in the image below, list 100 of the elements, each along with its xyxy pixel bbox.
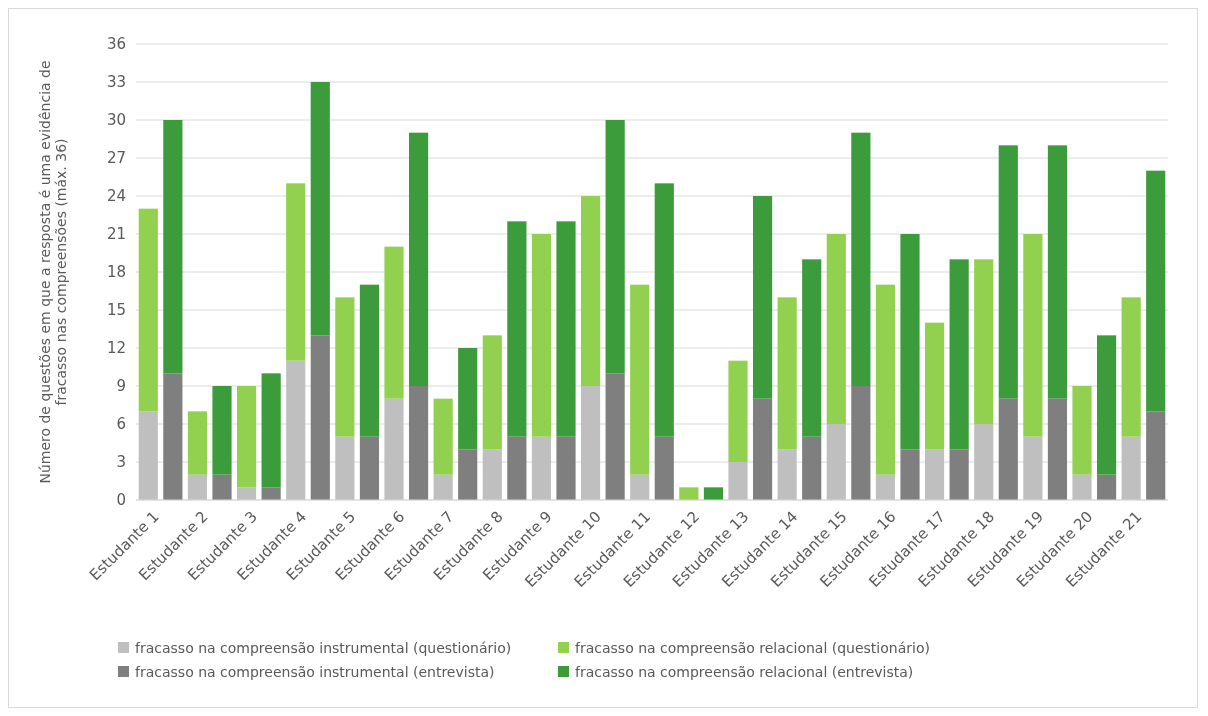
bar — [261, 373, 281, 488]
bar — [531, 234, 552, 437]
y-tick-label: 33 — [106, 73, 126, 92]
bar — [826, 234, 846, 424]
y-tick-label: 18 — [106, 263, 126, 282]
bar — [900, 234, 920, 450]
y-tick-label: 9 — [116, 377, 126, 396]
y-tick-label: 24 — [106, 187, 126, 206]
legend-label: fracasso na compreensão relacional (entrevista) — [575, 663, 914, 680]
bar — [924, 449, 945, 500]
y-tick-label: 12 — [106, 339, 126, 358]
y-axis-title: Número de questões em que a resposta é uma evidência de fracasso nas compreensões (máx. 36) — [36, 60, 70, 484]
bar — [187, 411, 208, 475]
bar — [556, 436, 576, 500]
bar — [556, 221, 576, 437]
bar — [163, 373, 183, 500]
bar — [310, 82, 330, 336]
bar — [998, 398, 1018, 500]
y-tick-label: 0 — [116, 491, 126, 510]
bar — [851, 132, 871, 386]
legend-label: fracasso na compreensão relacional (questionário) — [575, 639, 930, 656]
bar — [286, 360, 306, 500]
bar — [826, 424, 846, 500]
y-tick-label: 3 — [116, 453, 126, 472]
bar — [408, 386, 429, 500]
y-tick-label: 21 — [106, 225, 126, 244]
bar — [802, 259, 822, 437]
bar — [286, 183, 306, 361]
bar — [1047, 398, 1068, 500]
bar — [310, 335, 330, 500]
bar — [605, 120, 625, 374]
bar — [1096, 474, 1117, 500]
bar — [261, 487, 281, 500]
bar — [236, 386, 257, 488]
bar — [1072, 386, 1092, 475]
legend-label: fracasso na compreensão instrumental (questionário) — [135, 639, 512, 656]
bar — [654, 436, 674, 500]
bar — [187, 474, 208, 500]
bar — [384, 246, 404, 399]
bar — [1047, 145, 1068, 399]
bar — [433, 474, 453, 500]
bar — [580, 196, 601, 386]
bar — [998, 145, 1018, 399]
bar — [974, 424, 994, 500]
bar — [728, 360, 748, 462]
bar — [875, 474, 896, 500]
bar — [703, 487, 724, 500]
bar — [900, 449, 920, 500]
bar — [580, 386, 601, 500]
bar — [752, 398, 773, 500]
bar — [335, 436, 355, 500]
bar — [531, 436, 552, 500]
bar — [458, 348, 478, 450]
bar — [1023, 436, 1043, 500]
bar — [384, 398, 404, 500]
bar — [605, 373, 625, 500]
bar — [630, 474, 650, 500]
bar — [359, 284, 380, 437]
bar — [1096, 335, 1117, 475]
bar — [851, 386, 871, 500]
bar — [163, 120, 183, 374]
y-tick-label: 36 — [106, 35, 126, 54]
bar — [654, 183, 674, 437]
bar — [212, 386, 232, 475]
bar — [507, 436, 527, 500]
bar — [212, 474, 232, 500]
bar — [236, 487, 257, 500]
y-tick-label: 27 — [106, 149, 126, 168]
bar — [728, 462, 748, 500]
bar — [1023, 234, 1043, 437]
bar — [458, 449, 478, 500]
bar — [974, 259, 994, 424]
bar — [507, 221, 527, 437]
bar — [1146, 411, 1166, 500]
bar — [802, 436, 822, 500]
bar — [777, 449, 797, 500]
bar — [949, 449, 969, 500]
bar — [1121, 297, 1141, 437]
bar — [359, 436, 380, 500]
y-tick-label: 6 — [116, 415, 126, 434]
bar — [875, 284, 896, 475]
bar — [138, 411, 158, 500]
bar — [433, 398, 453, 475]
bar — [1146, 170, 1166, 412]
bar — [335, 297, 355, 437]
y-tick-label: 30 — [106, 111, 126, 130]
bar — [482, 449, 502, 500]
bar — [482, 335, 502, 450]
bar — [752, 196, 773, 399]
bar — [408, 132, 429, 386]
bar — [949, 259, 969, 450]
bar — [1121, 436, 1141, 500]
y-tick-label: 15 — [106, 301, 126, 320]
bar — [630, 284, 650, 475]
bar — [777, 297, 797, 450]
bar — [1072, 474, 1092, 500]
bar — [138, 208, 158, 412]
bar — [924, 322, 945, 450]
legend-label: fracasso na compreensão instrumental (entrevista) — [135, 663, 495, 680]
bar — [679, 487, 699, 500]
